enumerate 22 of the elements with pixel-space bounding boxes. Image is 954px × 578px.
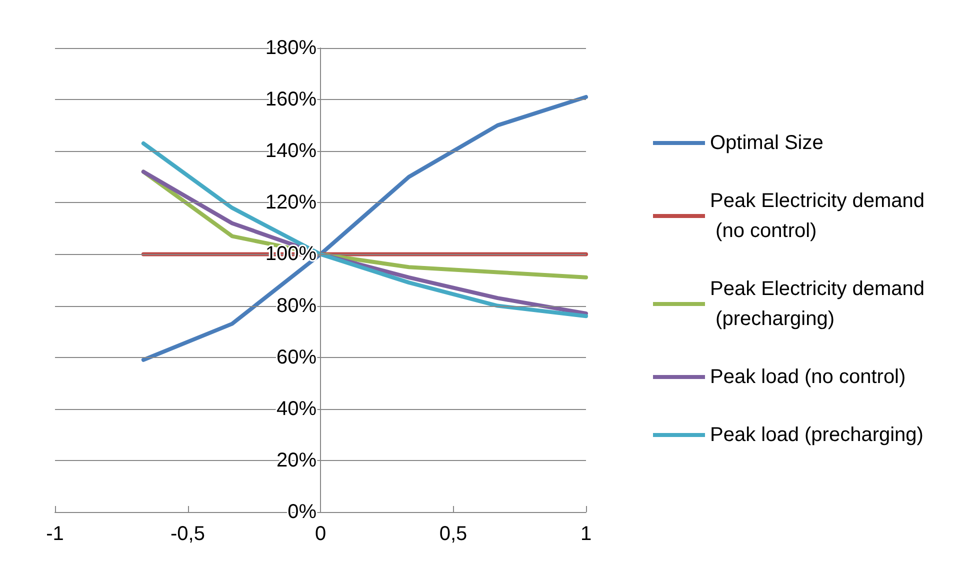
x-tick-label: -0,5 — [170, 523, 205, 545]
y-tick-label: 120% — [265, 192, 317, 214]
x-tick-label: 1 — [580, 523, 592, 545]
line-series — [141, 141, 588, 318]
y-tick-label: 0% — [288, 501, 317, 523]
y-tick-label: 140% — [265, 140, 317, 162]
y-tick-label: 80% — [276, 294, 317, 317]
x-tick-label: -1 — [46, 523, 64, 545]
legend-label: Peak load (precharging) — [710, 424, 924, 446]
y-tick-label: 100% — [265, 243, 317, 266]
legend-label: Optimal Size — [710, 132, 824, 154]
legend-label: Peak Electricity demand (precharging) — [710, 278, 925, 330]
x-tick-label: 0 — [314, 523, 326, 545]
x-tick-label: 0,5 — [439, 523, 468, 545]
y-tick-label: 20% — [276, 449, 317, 472]
y-tick-label: 160% — [265, 88, 317, 111]
legend-label: Peak load (no control) — [710, 366, 906, 388]
y-tick-label: 40% — [276, 398, 317, 420]
y-tick-label: 60% — [276, 346, 317, 368]
y-tick-label: 180% — [265, 37, 317, 59]
line-series — [141, 170, 588, 316]
legend-label: Peak Electricity demand (no control) — [710, 190, 925, 242]
